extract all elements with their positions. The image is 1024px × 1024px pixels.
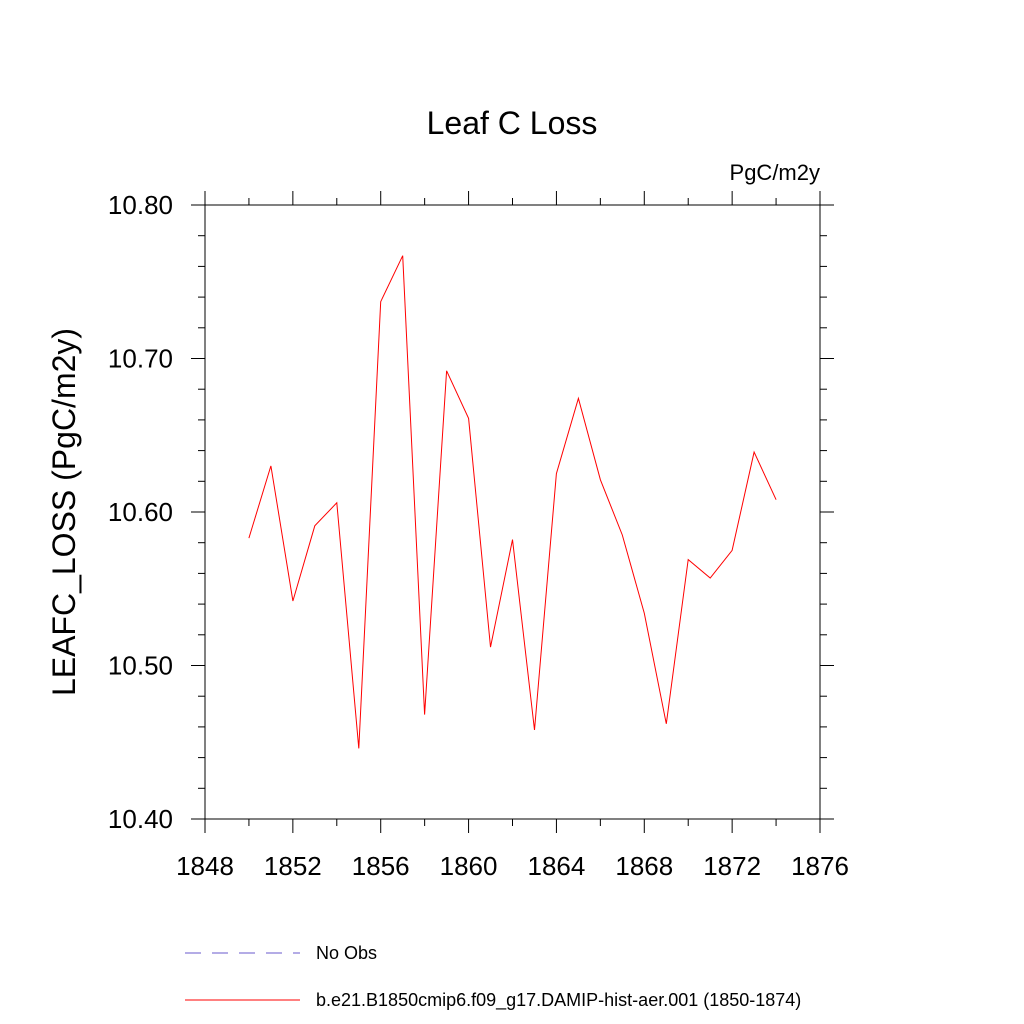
series-line [248,255,777,749]
plot-frame [204,204,821,820]
y-tick-label: 10.40 [108,804,173,834]
x-tick-label: 1848 [176,851,234,881]
y-axis-label: LEAFC_LOSS (PgC/m2y) [46,328,82,696]
units-label: PgC/m2y [730,160,820,185]
x-tick-label: 1876 [791,851,849,881]
x-tick-label: 1868 [615,851,673,881]
x-tick-label: 1852 [264,851,322,881]
chart-title: Leaf C Loss [427,105,598,141]
series-layer [248,255,777,749]
legend: No Obs b.e21.B1850cmip6.f09_g17.DAMIP-hi… [185,943,801,1011]
x-tick-label: 1872 [703,851,761,881]
x-tick-label: 1856 [352,851,410,881]
x-tick-label: 1864 [528,851,586,881]
x-axis: 1848 1852 1856 1860 1864 1868 1872 1876 [176,191,849,881]
y-tick-label: 10.70 [108,344,173,374]
y-tick-label: 10.60 [108,497,173,527]
legend-label-no-obs: No Obs [316,943,377,963]
y-axis: 10.40 10.50 10.60 10.70 10.80 [108,190,834,834]
x-tick-label: 1860 [440,851,498,881]
y-tick-label: 10.80 [108,190,173,220]
legend-label-series: b.e21.B1850cmip6.f09_g17.DAMIP-hist-aer.… [316,990,801,1011]
y-tick-label: 10.50 [108,651,173,681]
